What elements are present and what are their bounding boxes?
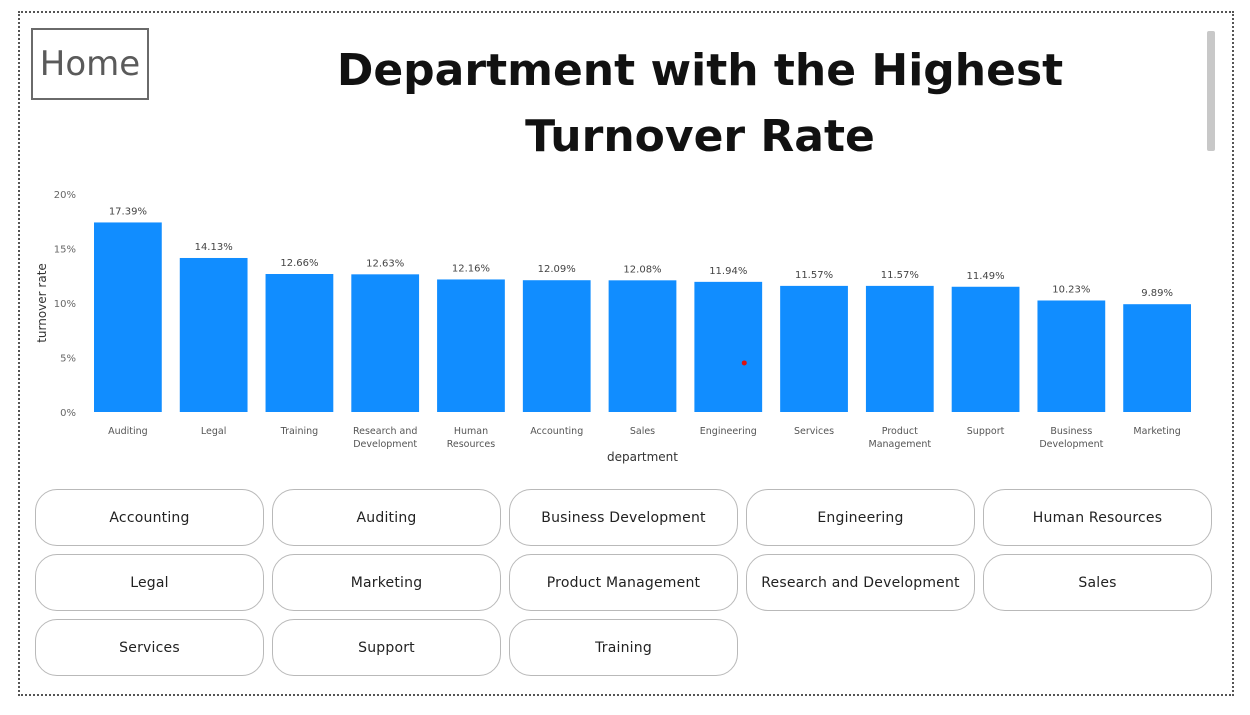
x-tick-line: Auditing <box>108 426 148 437</box>
x-tick-label: Auditing <box>108 426 148 437</box>
bar <box>522 280 591 412</box>
x-tick-label: Accounting <box>530 426 583 437</box>
slicer-button-legal[interactable]: Legal <box>35 554 264 611</box>
bar <box>608 280 677 412</box>
y-tick-label: 5% <box>60 354 76 365</box>
cursor-dot <box>741 360 747 366</box>
slicer-button-human-resources[interactable]: Human Resources <box>983 489 1212 546</box>
x-tick-line: Support <box>967 426 1005 437</box>
x-tick-line: Business <box>1050 426 1092 437</box>
y-axis-title: turnover rate <box>35 263 49 343</box>
x-tick-line: Development <box>353 439 417 450</box>
bar <box>265 274 334 412</box>
x-tick-line: Engineering <box>700 426 757 437</box>
x-axis-title: department <box>607 450 678 464</box>
slicer-button-marketing[interactable]: Marketing <box>272 554 501 611</box>
x-tick-label: Marketing <box>1133 426 1180 437</box>
report-canvas-frame <box>18 11 1234 696</box>
chart-svg: 0% 5% 10% 15% 20% turnover rate 17.39% Auditing… <box>35 190 1191 464</box>
data-label: 11.94% <box>709 266 747 277</box>
bar <box>437 279 505 412</box>
x-tick-label: Training <box>280 426 319 437</box>
y-tick-label: 15% <box>54 245 76 256</box>
x-tick-line: Management <box>869 439 932 450</box>
data-label: 10.23% <box>1052 284 1090 295</box>
bar <box>780 285 848 412</box>
slicer-button-training[interactable]: Training <box>509 619 738 676</box>
x-tick-label: Services <box>794 426 834 437</box>
x-tick-line: Marketing <box>1133 426 1180 437</box>
data-label: 12.09% <box>538 264 576 275</box>
x-tick-line: Training <box>280 426 319 437</box>
y-tick-label: 10% <box>54 299 76 310</box>
x-tick-label: Research and Development <box>353 426 417 450</box>
data-label: 9.89% <box>1141 288 1173 299</box>
department-slicer: Accounting Auditing Business Development En… <box>35 489 1215 679</box>
x-tick-line: Resources <box>447 439 496 450</box>
x-tick-label: Product Management <box>869 426 932 450</box>
slicer-button-accounting[interactable]: Accounting <box>35 489 264 546</box>
x-tick-label: Support <box>967 426 1005 437</box>
bar <box>1123 304 1191 412</box>
slicer-button-auditing[interactable]: Auditing <box>272 489 501 546</box>
data-label: 14.13% <box>195 242 233 253</box>
slicer-button-engineering[interactable]: Engineering <box>746 489 975 546</box>
x-tick-label: Engineering <box>700 426 757 437</box>
page-title: Department with the Highest Turnover Rat… <box>336 45 1064 162</box>
x-tick-label: Business Development <box>1039 426 1103 450</box>
bar <box>351 274 420 412</box>
y-tick-label: 20% <box>54 190 76 201</box>
x-tick-line: Accounting <box>530 426 583 437</box>
data-label: 12.66% <box>280 258 318 269</box>
home-button[interactable]: Home <box>31 28 149 100</box>
data-label: 12.16% <box>452 263 490 274</box>
scrollbar[interactable] <box>1207 31 1215 151</box>
bar <box>694 281 763 412</box>
x-tick-label: Legal <box>201 426 226 437</box>
data-label: 11.57% <box>881 270 919 281</box>
slicer-button-business-development[interactable]: Business Development <box>509 489 738 546</box>
x-tick-line: Research and <box>353 426 417 437</box>
slicer-button-services[interactable]: Services <box>35 619 264 676</box>
x-tick-line: Product <box>882 426 918 437</box>
x-tick-line: Services <box>794 426 834 437</box>
data-label: 12.63% <box>366 258 404 269</box>
y-tick-label: 0% <box>60 408 76 419</box>
data-label: 12.08% <box>623 264 661 275</box>
bar <box>1037 300 1106 412</box>
bar <box>94 222 162 412</box>
x-tick-line: Development <box>1039 439 1103 450</box>
turnover-bar-chart: 0% 5% 10% 15% 20% turnover rate 17.39% Auditing… <box>30 180 1210 470</box>
slicer-button-support[interactable]: Support <box>272 619 501 676</box>
data-label: 11.49% <box>967 271 1005 282</box>
x-tick-line: Sales <box>630 426 655 437</box>
x-tick-line: Human <box>454 426 488 437</box>
x-tick-label: Human Resources <box>447 426 496 450</box>
bar <box>951 286 1020 412</box>
bar <box>865 285 934 412</box>
data-label: 11.57% <box>795 270 833 281</box>
x-tick-label: Sales <box>630 426 655 437</box>
data-label: 17.39% <box>109 206 147 217</box>
bar <box>179 257 248 412</box>
slicer-button-sales[interactable]: Sales <box>983 554 1212 611</box>
slicer-button-research-and-development[interactable]: Research and Development <box>746 554 975 611</box>
slicer-button-product-management[interactable]: Product Management <box>509 554 738 611</box>
x-tick-line: Legal <box>201 426 226 437</box>
